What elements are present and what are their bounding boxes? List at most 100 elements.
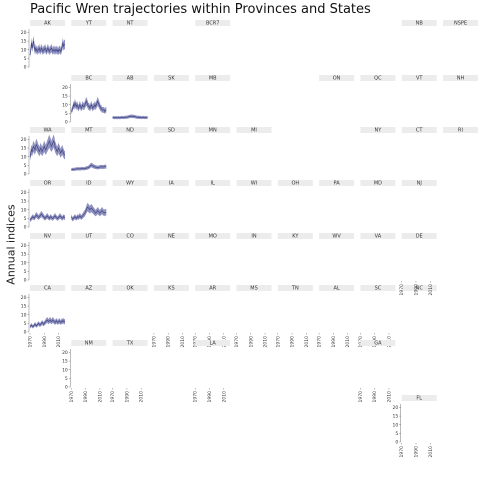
panel-strip <box>71 20 107 26</box>
x-tick-label: 1990 <box>124 391 130 403</box>
panel-strip <box>30 285 65 291</box>
panel-strip <box>112 285 148 291</box>
panel-strip <box>360 340 396 346</box>
panel-tn: TN 1970 1990 2010 <box>275 285 313 347</box>
panel-strip <box>30 127 65 133</box>
panel-mi: MI <box>236 127 272 134</box>
panel-strip <box>443 127 478 133</box>
panel-label: AL <box>333 286 339 292</box>
trajectory-line <box>29 319 65 328</box>
panel-strip <box>195 75 231 81</box>
x-tick-label: 2010 <box>221 391 227 403</box>
panel-id: ID <box>71 180 107 222</box>
panel-strip <box>360 285 396 291</box>
panel-label: OK <box>126 286 134 292</box>
panel-strip <box>195 340 231 346</box>
panel-strip <box>195 127 231 133</box>
panel-nb: NB <box>401 20 437 27</box>
y-tick-label: 5 <box>65 376 68 382</box>
trajectory-line <box>29 213 65 221</box>
panel-strip <box>360 127 396 133</box>
x-tick-label: 2010 <box>428 446 434 458</box>
y-tick-label: 20 <box>21 295 27 301</box>
panel-nm: NM 0 5 10 15 20 1970 1990 2010 <box>62 340 107 403</box>
panel-nh: NH <box>443 75 478 82</box>
y-tick-label: 10 <box>21 47 27 53</box>
panel-label: SD <box>168 128 175 134</box>
x-tick-label: 1990 <box>166 336 172 348</box>
panel-ky: KY <box>277 233 313 240</box>
panel-mb: MB <box>195 75 231 82</box>
panel-label: WY <box>126 181 135 187</box>
x-tick-label: 1990 <box>372 391 378 403</box>
panel-nd: ND <box>112 127 148 134</box>
panel-strip <box>401 127 437 133</box>
panel-label: PA <box>334 181 341 187</box>
panel-strip <box>443 75 478 81</box>
panel-sc: SC197019902010 <box>358 285 396 347</box>
x-tick-label: 2010 <box>180 336 186 348</box>
panel-label: NV <box>44 234 52 240</box>
panel-strip <box>30 233 65 239</box>
panel-tx: TX 1970 1990 2010 <box>110 340 148 402</box>
panel-strip <box>71 75 107 81</box>
panel-strip <box>195 233 231 239</box>
panel-label: GA <box>374 341 382 347</box>
panel-label: CT <box>416 128 423 134</box>
panel-label: BCR7 <box>206 21 220 27</box>
panel-nt: NT <box>112 20 148 27</box>
panel-nv: NV 0 5 10 15 20 <box>21 233 65 284</box>
panel-strip <box>195 180 231 186</box>
panel-label: VA <box>375 234 382 240</box>
y-tick-label: 20 <box>21 243 27 249</box>
panel-ar: AR197019902010 <box>193 285 231 347</box>
x-tick-label: 2010 <box>263 336 269 348</box>
x-tick-label: 1970 <box>193 391 199 403</box>
y-tick-label: 15 <box>62 359 68 365</box>
panel-ut: UT <box>71 233 107 240</box>
y-tick-label: 0 <box>24 172 27 178</box>
panel-label: OR <box>44 181 52 187</box>
panel-strip <box>319 285 355 291</box>
panel-nspe: NSPE <box>443 20 478 27</box>
panel-wa: WA 0 5 10 15 20 <box>21 127 65 178</box>
panel-sd: SD <box>153 127 189 134</box>
panel-strip <box>195 20 231 26</box>
panel-fl: FL 0 5 10 15 20 1970 1990 2010 <box>392 395 437 458</box>
panel-strip <box>319 180 355 186</box>
panel-strip <box>71 180 107 186</box>
y-tick-label: 5 <box>65 111 68 117</box>
panel-label: NH <box>457 76 465 82</box>
x-tick-label: 2010 <box>304 336 310 348</box>
x-tick-label: 2010 <box>386 391 392 403</box>
panel-bc: BC 0 5 10 15 20 <box>62 75 107 126</box>
y-tick-label: 0 <box>24 278 27 284</box>
panel-label: BC <box>85 76 92 82</box>
panel-ga: GA 1970 1990 2010 <box>358 340 396 402</box>
panel-strip <box>277 180 313 186</box>
y-tick-label: 0 <box>395 440 398 446</box>
x-tick-label: 1970 <box>110 391 116 403</box>
x-tick-label: 1970 <box>399 284 405 296</box>
panel-label: NT <box>127 21 135 27</box>
panel-ak: AK 0 5 10 15 20 <box>21 20 65 71</box>
trajectory-line <box>112 115 148 119</box>
x-tick-label: 1990 <box>248 336 254 348</box>
panel-label: MO <box>209 234 217 240</box>
extra-x-axis: 1970 1990 2010 <box>399 281 434 295</box>
y-tick-label: 15 <box>62 94 68 100</box>
panel-label: AK <box>44 21 51 27</box>
panel-strip <box>153 285 189 291</box>
panel-label: OH <box>291 181 299 187</box>
panel-label: WI <box>251 181 257 187</box>
trajectory-band <box>30 317 65 329</box>
x-tick-label: 1970 <box>358 391 364 403</box>
panel-la: LA 1970 1990 2010 <box>193 340 231 402</box>
panel-nj: NJ <box>401 180 437 187</box>
panel-label: AB <box>127 76 134 82</box>
trajectory-line <box>29 41 65 55</box>
panel-strip <box>236 285 272 291</box>
x-tick-label: 1990 <box>207 391 213 403</box>
x-tick-label: 1990 <box>83 391 89 403</box>
trajectory-band <box>112 114 148 120</box>
